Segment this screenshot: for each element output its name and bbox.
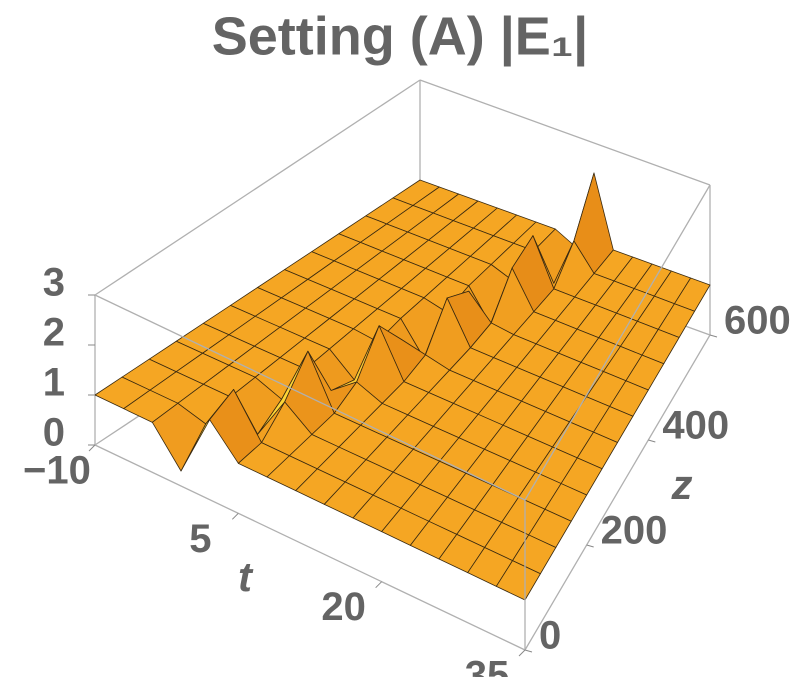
y-tick: [709, 334, 718, 338]
y-tick-label: 0: [539, 614, 561, 658]
box-edge: [524, 334, 711, 651]
x-tick: [231, 512, 239, 520]
box-edge: [419, 79, 711, 186]
chart-title: Setting (A) |E₁|: [212, 6, 589, 67]
y-tick: [648, 439, 656, 443]
y-tick-label: 400: [662, 404, 729, 448]
box-edge: [94, 444, 526, 651]
x-tick-label: −10: [23, 449, 91, 493]
y-tick: [524, 649, 533, 653]
y-axis-label: z: [671, 461, 693, 508]
z-tick-label: 3: [43, 261, 65, 305]
y-tick: [586, 544, 594, 548]
x-tick: [88, 444, 96, 452]
x-axis-label: t: [238, 553, 254, 600]
x-tick-label: 20: [321, 585, 366, 629]
box-edge: [524, 184, 711, 501]
z-tick-label: 0: [43, 411, 65, 455]
x-tick-label: 5: [189, 517, 211, 561]
x-tick: [518, 649, 526, 657]
y-tick-label: 200: [601, 509, 668, 553]
box-edge: [94, 294, 526, 501]
x-tick-label: 35: [465, 654, 510, 677]
x-tick: [375, 581, 383, 589]
z-tick-label: 2: [43, 311, 65, 355]
surface-patch: [495, 560, 541, 601]
y-tick-label: 600: [724, 299, 791, 343]
box-edge: [94, 79, 421, 296]
z-tick-label: 1: [43, 361, 65, 405]
